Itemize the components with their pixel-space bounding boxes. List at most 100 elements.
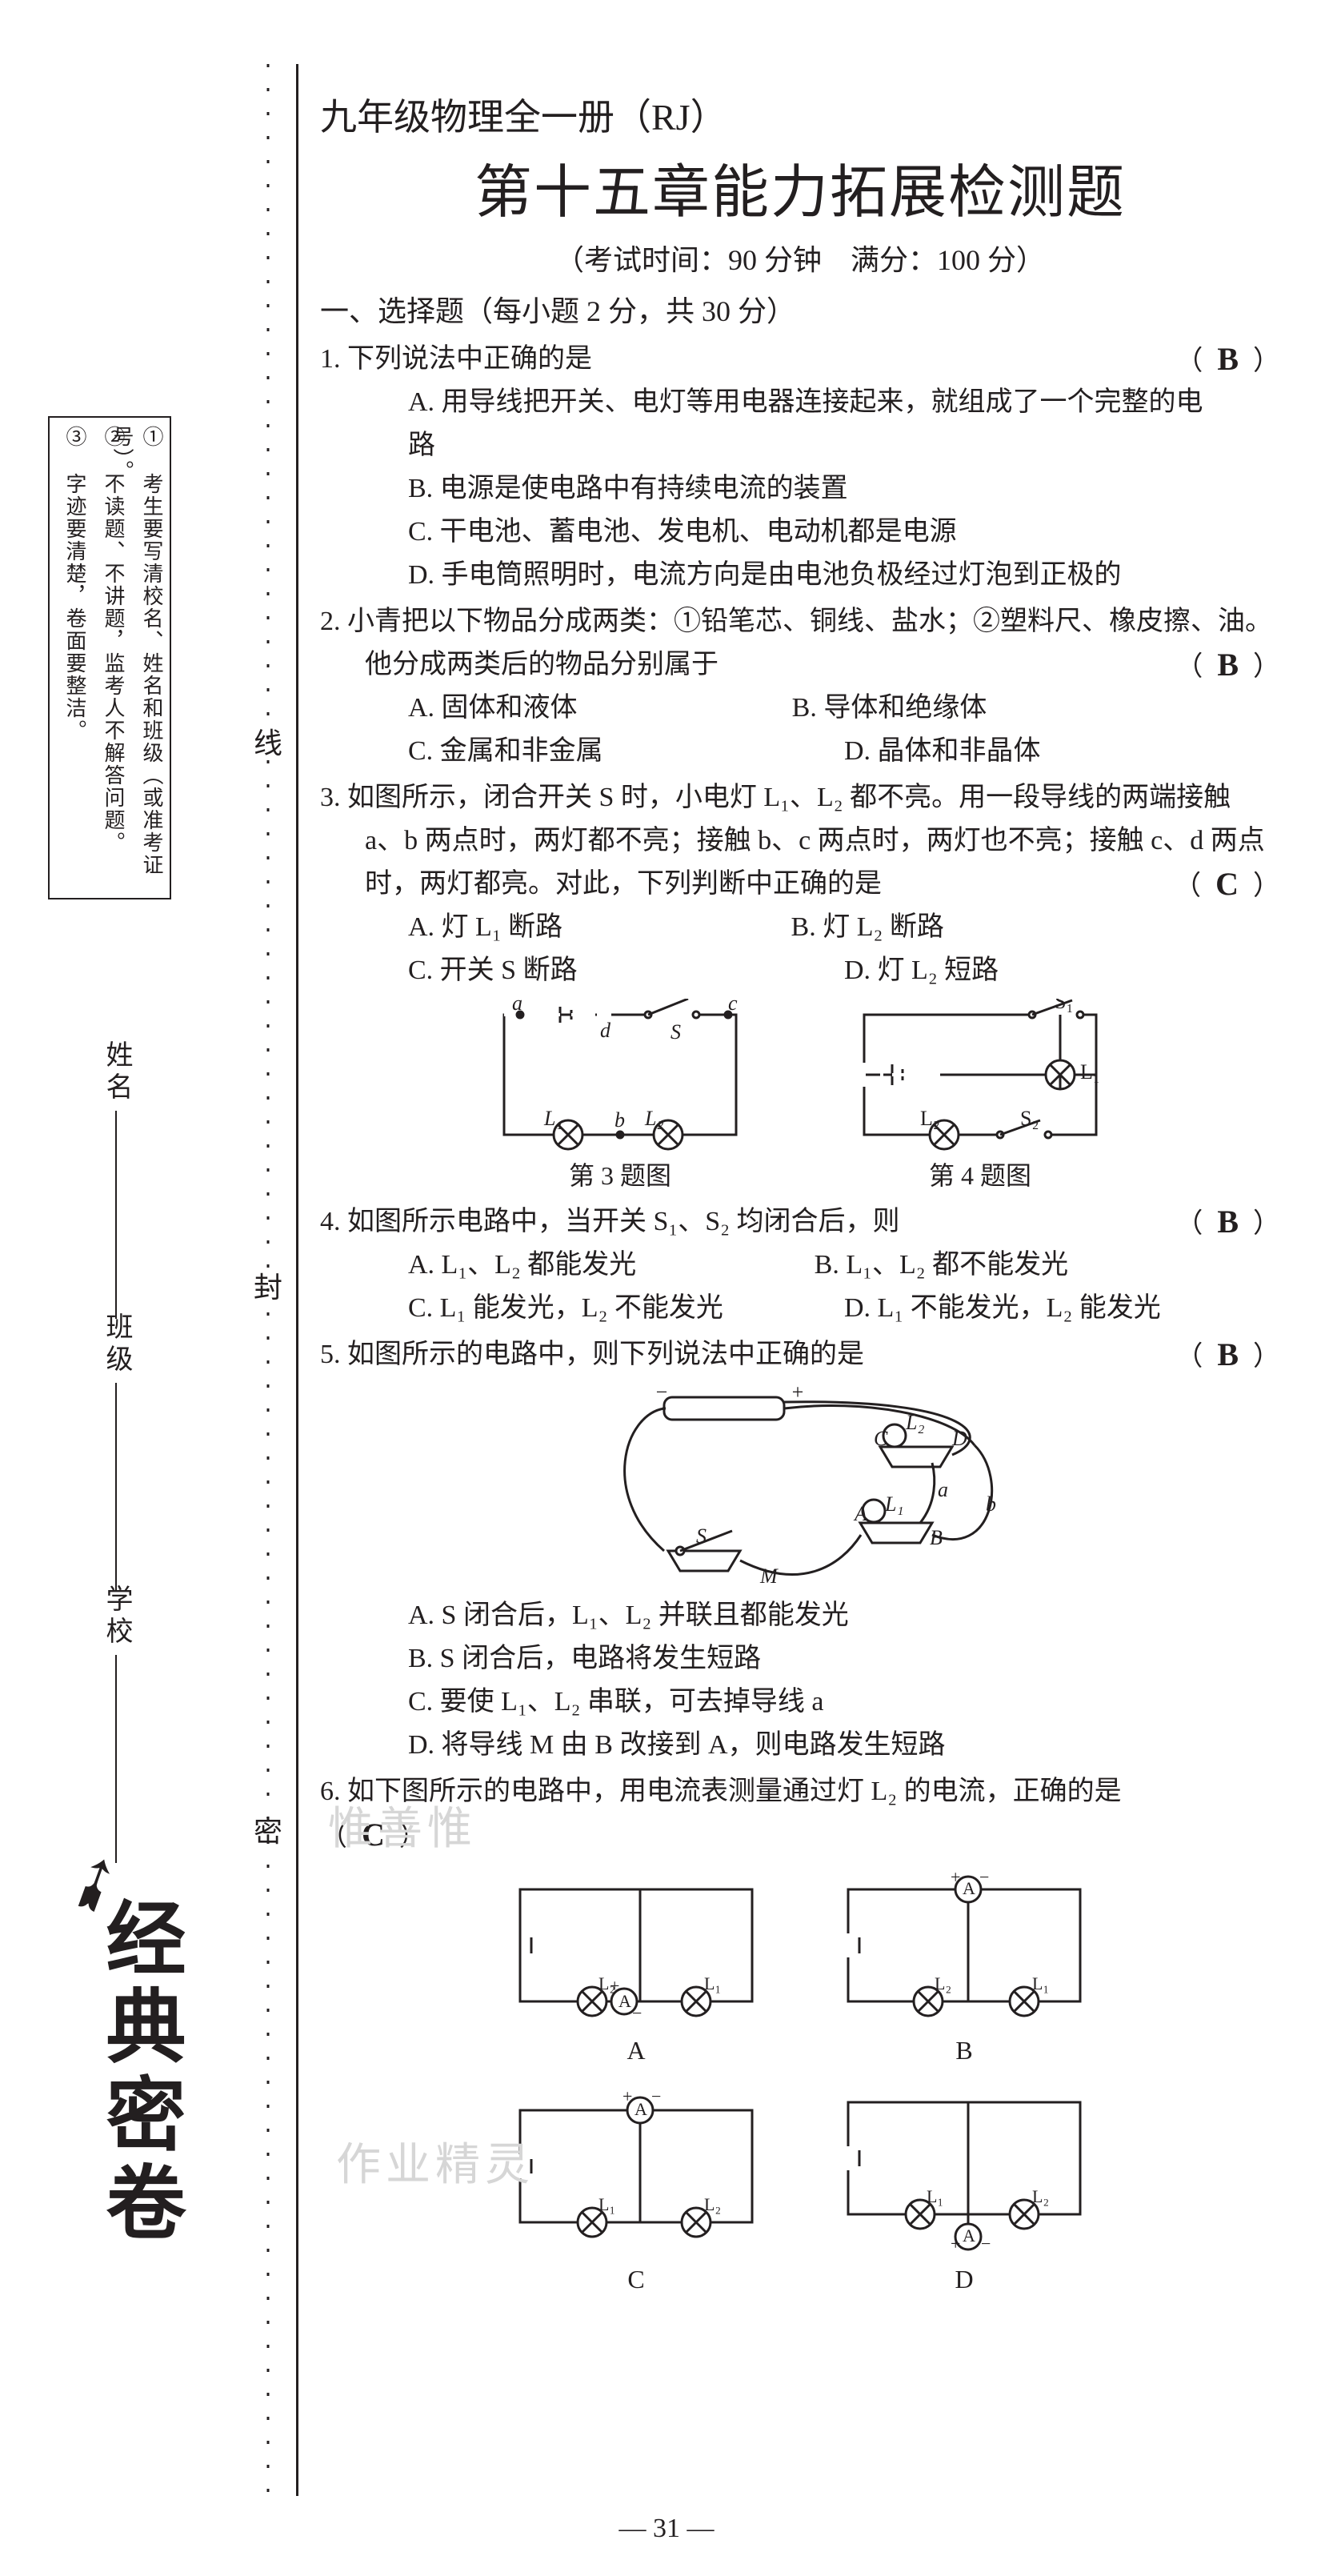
svg-text:−: − xyxy=(651,2086,661,2106)
seal-line-column: 密 封 线 xyxy=(244,64,292,2512)
question-6: 6. 如下图所示的电路中，用电流表测量通过灯 L₂ 的电流，正确的是 （C） xyxy=(320,1770,1280,2301)
exam-instructions-box: ① 考生要写清校名、姓名和班级（或准考证号）。 ② 不读题、不讲题，监考人不解答… xyxy=(48,416,171,899)
svg-text:−: − xyxy=(654,1383,669,1404)
field-class: 班级 xyxy=(88,1312,136,1597)
svg-text:L₂: L₂ xyxy=(905,1411,925,1434)
instruction-1: ① 考生要写清校名、姓名和班级（或准考证号）。 xyxy=(130,426,166,890)
circuit-q6d-icon: L₁ L₂ A + − xyxy=(832,2078,1096,2254)
content-divider xyxy=(296,64,298,2496)
svg-text:L₁: L₁ xyxy=(1080,1060,1100,1084)
svg-text:+: + xyxy=(951,2233,960,2253)
q6-cap-c: C xyxy=(504,2258,768,2301)
figure-q5: − + S M A B C D L₁ L₂ a b xyxy=(576,1383,1024,1591)
q5-opt-c: C. 要使 L₁、L₂ 串联，可去掉导线 a xyxy=(320,1681,1280,1724)
q6-cap-b: B xyxy=(832,2029,1096,2072)
q6-answer: C xyxy=(347,1817,399,1853)
circuit-q5-icon: − + S M A B C D L₁ L₂ a b xyxy=(576,1383,1024,1591)
svg-text:c: c xyxy=(728,999,738,1015)
svg-text:A: A xyxy=(963,2225,975,2245)
question-4: 4. 如图所示电路中，当开关 S₁、S₂ 均闭合后，则 （B） A. L₁、L₂… xyxy=(320,1200,1280,1330)
seal-char-mi: 密 xyxy=(244,1809,292,1850)
svg-text:a: a xyxy=(938,1478,948,1501)
instruction-3: ③ 字迹要清楚，卷面要整洁。 xyxy=(53,426,90,890)
q3-opt-a: A. 灯 L₁ 断路 xyxy=(408,906,791,949)
svg-text:d: d xyxy=(600,1019,611,1042)
svg-text:L₂: L₂ xyxy=(920,1107,940,1130)
svg-text:L₂: L₂ xyxy=(704,2194,721,2214)
q5-answer: B xyxy=(1203,1336,1253,1372)
circuit-q3-icon: a c d S b L₁ L₂ xyxy=(488,999,752,1151)
q4-opt-d: D. L₁ 不能发光，L₂ 能发光 xyxy=(844,1287,1280,1330)
svg-text:A: A xyxy=(618,1991,631,2011)
q4-opt-b: B. L₁、L₂ 都不能发光 xyxy=(815,1244,1221,1287)
svg-text:b: b xyxy=(986,1492,996,1516)
svg-text:S₁: S₁ xyxy=(1055,999,1074,1013)
field-school: 学校 xyxy=(88,1584,136,1869)
q2-opt-c: C. 金属和非金属 xyxy=(408,730,844,773)
svg-text:L₂: L₂ xyxy=(935,1973,951,1993)
q3-opt-d: D. 灯 L₂ 短路 xyxy=(844,949,1280,992)
question-5: 5. 如图所示的电路中，则下列说法中正确的是 （B） xyxy=(320,1333,1280,1767)
page-number: — 31 — xyxy=(0,2514,1333,2544)
q4-opt-c: C. L₁ 能发光，L₂ 不能发光 xyxy=(408,1287,844,1330)
instruction-2: ② 不读题、不讲题，监考人不解答问题。 xyxy=(91,426,128,890)
question-2: 2. 小青把以下物品分成两类：①铅笔芯、铜线、盐水；②塑料尺、橡皮擦、油。 他分… xyxy=(320,600,1280,773)
svg-text:−: − xyxy=(979,1867,989,1887)
q6-stem: 6. 如下图所示的电路中，用电流表测量通过灯 L₂ 的电流，正确的是 xyxy=(320,1770,1280,1813)
figure-q4: S₁ L₁ L₂ S₂ 第 4 题图 xyxy=(848,999,1112,1197)
q5-opt-a: A. S 闭合后，L₁、L₂ 并联且都能发光 xyxy=(320,1594,1280,1637)
svg-text:+: + xyxy=(622,2086,632,2106)
figure-q6-d: L₁ L₂ A + − D xyxy=(832,2078,1096,2301)
svg-text:a: a xyxy=(512,999,522,1015)
q3-opt-c: C. 开关 S 断路 xyxy=(408,949,844,992)
q5-stem: 5. 如图所示的电路中，则下列说法中正确的是 xyxy=(320,1340,864,1369)
svg-text:A: A xyxy=(634,2099,647,2119)
svg-text:L₁: L₁ xyxy=(704,1973,721,1993)
svg-text:b: b xyxy=(614,1108,625,1132)
q2-opt-d: D. 晶体和非晶体 xyxy=(844,730,1280,773)
svg-text:+: + xyxy=(951,1867,960,1887)
q1-opt-b: B. 电源是使电路中有持续电流的装置 xyxy=(320,467,1280,511)
q1-opt-a: A. 用导线把开关、电灯等用电器连接起来，就组成了一个完整的电路 xyxy=(320,381,1280,467)
q3-stem-2: a、b 两点时，两灯都不亮；接触 b、c 两点时，两灯也不亮；接触 c、d 两点 xyxy=(320,819,1280,863)
q2-stem-1: 2. 小青把以下物品分成两类：①铅笔芯、铜线、盐水；②塑料尺、橡皮擦、油。 xyxy=(320,600,1280,643)
q3-stem-3: 时，两灯都亮。对此，下列判断中正确的是 xyxy=(365,869,882,899)
figure-q3-caption: 第 3 题图 xyxy=(488,1154,752,1197)
circuit-q6c-icon: L₁ L₂ A + − xyxy=(504,2078,768,2254)
svg-text:C: C xyxy=(874,1427,888,1450)
q4-stem: 4. 如图所示电路中，当开关 S₁、S₂ 均闭合后，则 xyxy=(320,1207,900,1236)
q4-answer: B xyxy=(1203,1204,1253,1240)
svg-text:−: − xyxy=(632,2003,642,2023)
book-title: 九年级物理全一册（RJ） xyxy=(320,96,1280,139)
q1-opt-d: D. 手电筒照明时，电流方向是由电池负极经过灯泡到正极的 xyxy=(320,554,1280,597)
section-1-heading: 一、选择题（每小题 2 分，共 30 分） xyxy=(320,290,1280,333)
field-name: 姓名 xyxy=(88,1040,136,1325)
q6-cap-d: D xyxy=(832,2258,1096,2301)
svg-text:+: + xyxy=(610,1976,619,1996)
exam-info: （考试时间：90 分钟 满分：100 分） xyxy=(320,238,1280,282)
svg-text:L₂: L₂ xyxy=(644,1107,664,1130)
seal-char-feng: 封 xyxy=(244,1264,292,1306)
svg-text:S: S xyxy=(671,1020,681,1044)
figure-q6-a: L₂ L₁ A + − A xyxy=(504,1865,768,2072)
q1-answer: B xyxy=(1203,341,1253,377)
q5-opt-b: B. S 闭合后，电路将发生短路 xyxy=(320,1637,1280,1681)
q3-opt-b: B. 灯 L₂ 断路 xyxy=(791,906,1175,949)
q5-opt-d: D. 将导线 M 由 B 改接到 A，则电路发生短路 xyxy=(320,1724,1280,1767)
circuit-q6a-icon: L₂ L₁ A + − xyxy=(504,1865,768,2025)
figure-q6-b: L₂ L₁ A + − B xyxy=(832,1865,1096,2072)
figure-q6-c: L₁ L₂ A + − C xyxy=(504,2078,768,2301)
q3-stem-1: 3. 如图所示，闭合开关 S 时，小电灯 L₁、L₂ 都不亮。用一段导线的两端接… xyxy=(320,776,1280,819)
q4-opt-a: A. L₁、L₂ 都能发光 xyxy=(408,1244,815,1287)
svg-text:+: + xyxy=(791,1383,805,1404)
svg-text:B: B xyxy=(930,1526,943,1549)
figure-q4-caption: 第 4 题图 xyxy=(848,1154,1112,1197)
series-logo: 经典密卷 xyxy=(44,1897,196,2249)
svg-text:D: D xyxy=(951,1427,967,1450)
svg-text:S₂: S₂ xyxy=(1020,1107,1039,1130)
svg-text:−: − xyxy=(981,2233,991,2253)
q1-opt-c: C. 干电池、蓄电池、发电机、电动机都是电源 xyxy=(320,511,1280,554)
svg-text:A: A xyxy=(853,1502,867,1525)
q2-answer: B xyxy=(1203,647,1253,683)
q3-answer: C xyxy=(1201,866,1253,902)
